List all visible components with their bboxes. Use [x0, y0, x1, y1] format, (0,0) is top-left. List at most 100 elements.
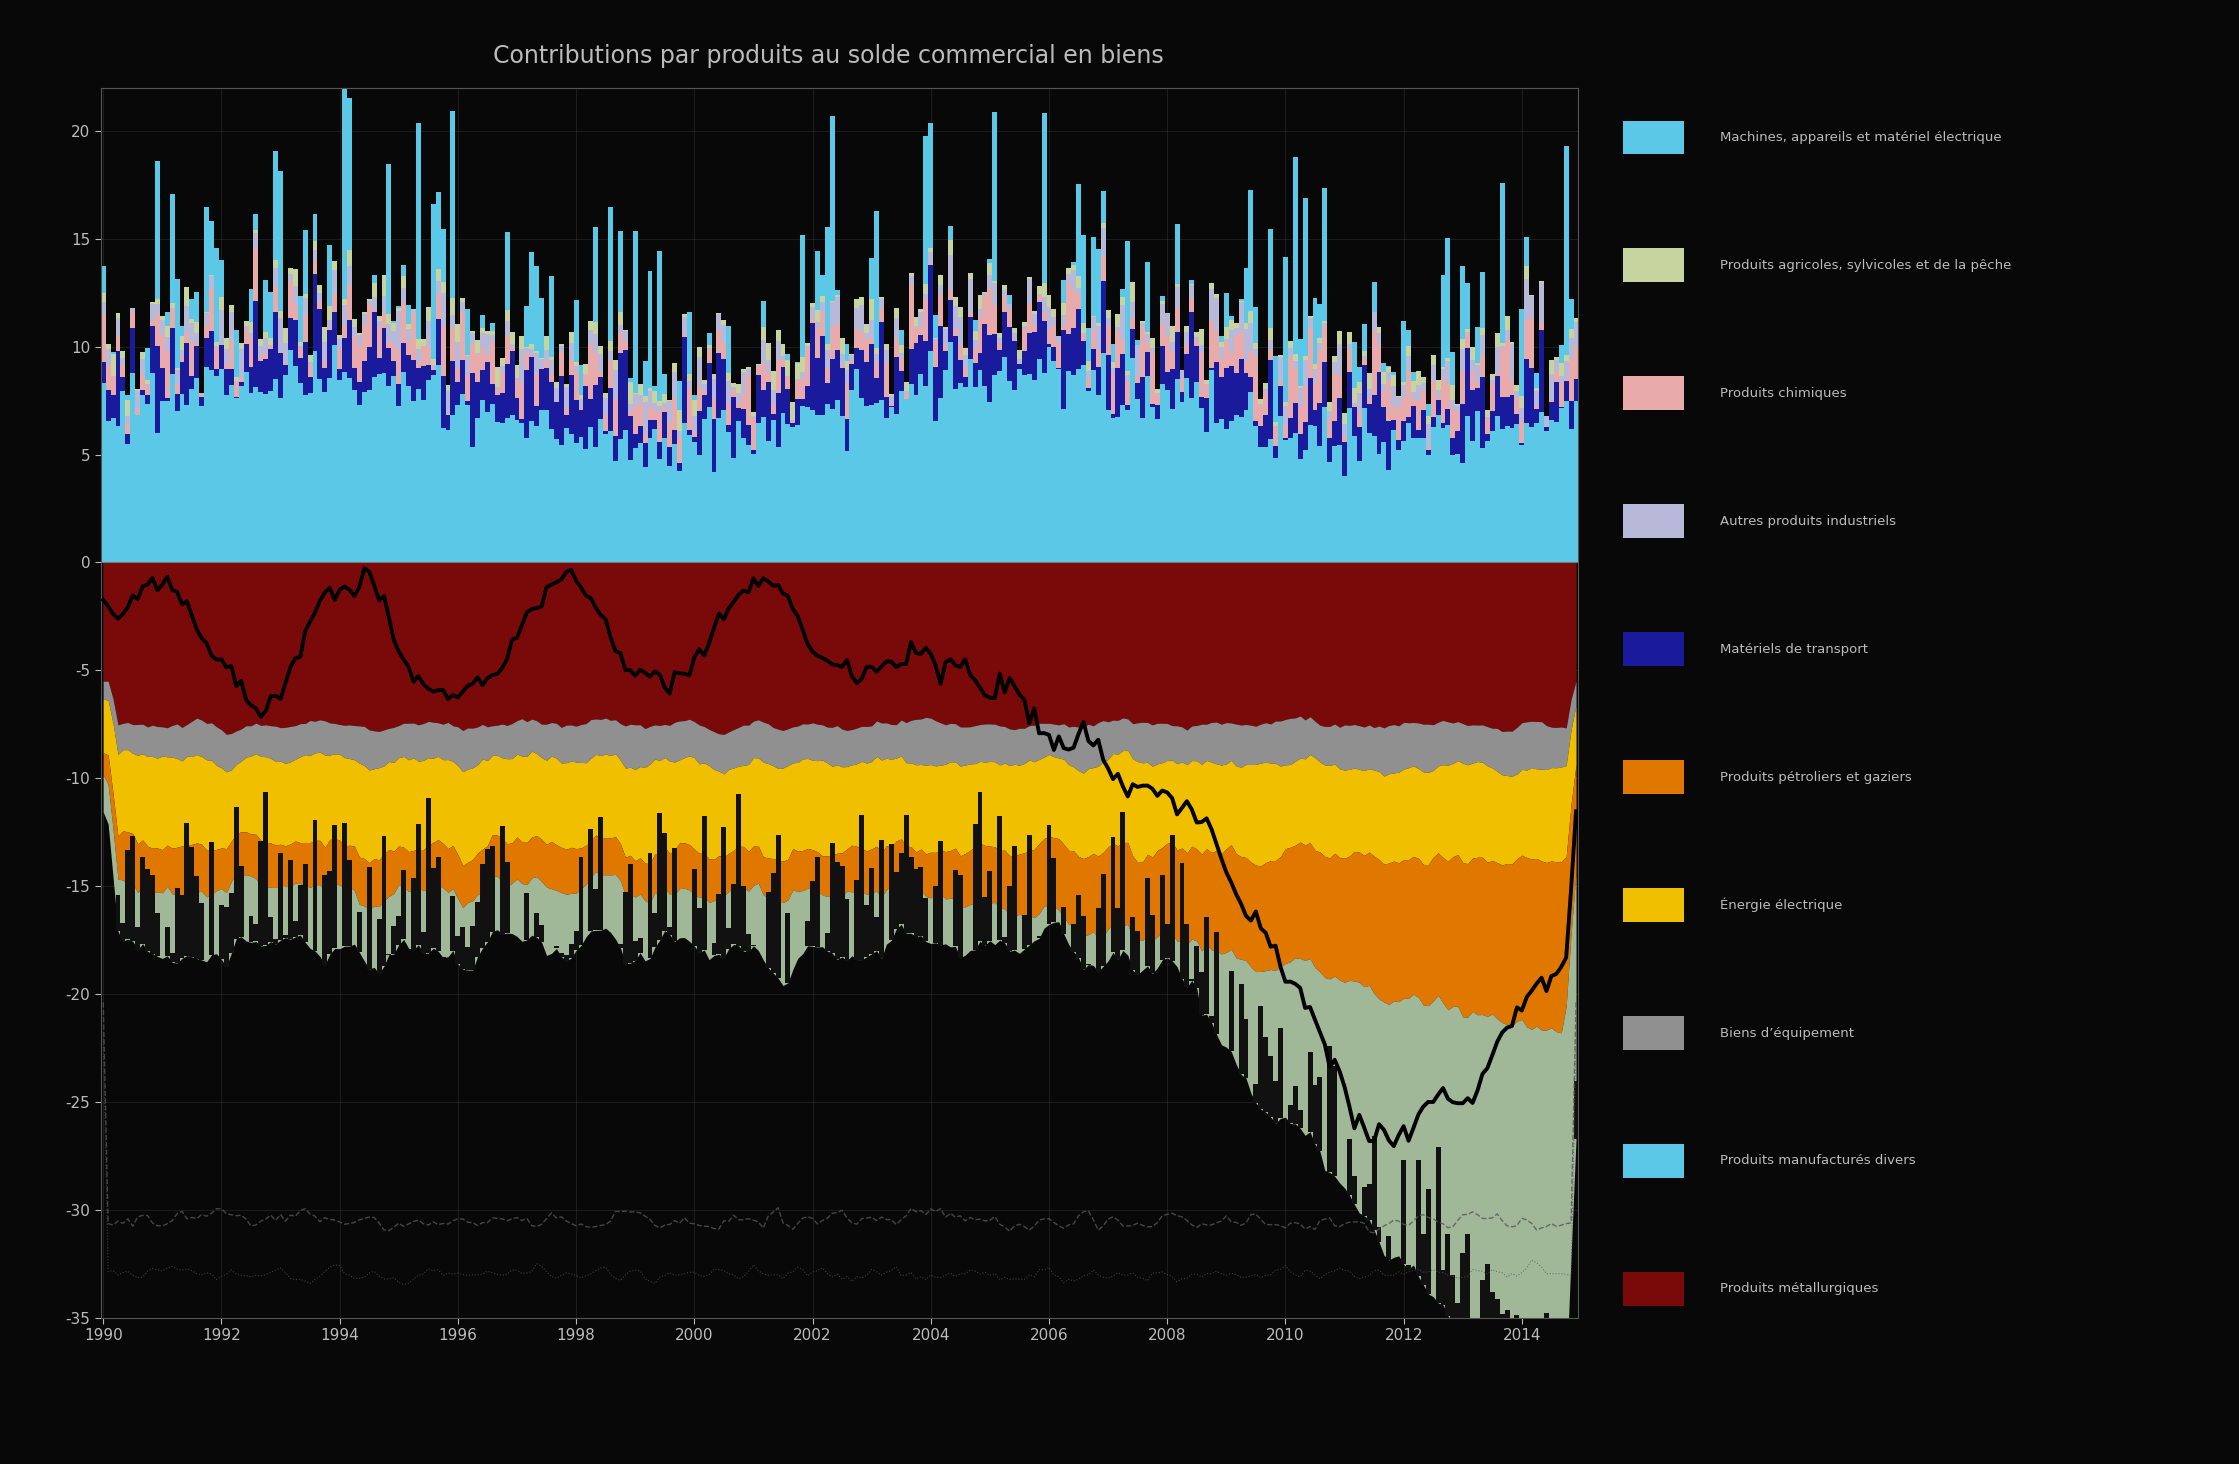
- Bar: [873, 378, 880, 404]
- Bar: [811, 881, 815, 946]
- Bar: [401, 265, 405, 275]
- Bar: [282, 344, 289, 365]
- Bar: [806, 921, 811, 946]
- Bar: [405, 386, 412, 562]
- Bar: [864, 406, 869, 562]
- Bar: [1352, 406, 1357, 407]
- Bar: [347, 859, 352, 946]
- Bar: [676, 430, 683, 438]
- Bar: [1323, 189, 1328, 321]
- Bar: [741, 369, 746, 372]
- Bar: [244, 326, 249, 331]
- Bar: [166, 401, 170, 562]
- Bar: [672, 848, 676, 941]
- Bar: [1090, 318, 1095, 329]
- Bar: [992, 283, 996, 305]
- Bar: [1175, 224, 1180, 284]
- Bar: [208, 288, 215, 331]
- Bar: [1480, 448, 1484, 562]
- Bar: [352, 335, 356, 367]
- Bar: [1397, 407, 1402, 441]
- Bar: [1028, 332, 1032, 375]
- Bar: [1558, 363, 1563, 376]
- Bar: [996, 338, 1003, 343]
- Bar: [741, 408, 746, 438]
- Bar: [1500, 346, 1505, 348]
- Bar: [1095, 325, 1102, 350]
- Bar: [450, 299, 455, 315]
- Bar: [367, 303, 372, 347]
- Bar: [1180, 379, 1184, 391]
- Bar: [746, 445, 750, 562]
- Bar: [1377, 344, 1381, 372]
- Bar: [1028, 834, 1032, 944]
- Bar: [215, 369, 219, 376]
- Bar: [938, 275, 943, 284]
- Bar: [190, 299, 195, 319]
- Bar: [1446, 237, 1451, 357]
- Bar: [1052, 309, 1057, 316]
- Bar: [461, 394, 466, 562]
- Bar: [687, 381, 692, 389]
- Bar: [170, 193, 175, 303]
- Bar: [1422, 391, 1426, 410]
- Bar: [1352, 403, 1357, 406]
- Bar: [1278, 385, 1283, 416]
- Bar: [1225, 293, 1229, 328]
- Bar: [401, 303, 405, 343]
- Bar: [1381, 391, 1386, 407]
- Bar: [257, 392, 264, 562]
- Bar: [746, 425, 750, 445]
- Bar: [1151, 338, 1155, 348]
- Bar: [1283, 256, 1287, 403]
- Bar: [170, 373, 175, 562]
- Bar: [302, 864, 307, 943]
- Bar: [528, 350, 535, 356]
- Bar: [692, 395, 696, 400]
- Bar: [781, 344, 786, 356]
- Bar: [396, 348, 401, 384]
- Bar: [141, 360, 146, 373]
- Bar: [499, 372, 504, 392]
- Bar: [405, 329, 412, 341]
- Bar: [1422, 376, 1426, 384]
- Bar: [701, 419, 708, 562]
- Bar: [708, 348, 712, 350]
- Bar: [716, 895, 721, 955]
- Bar: [466, 375, 470, 401]
- Bar: [1135, 376, 1140, 384]
- Bar: [672, 363, 676, 372]
- Bar: [154, 161, 159, 299]
- Bar: [1545, 426, 1549, 432]
- Bar: [573, 442, 578, 562]
- Bar: [1317, 338, 1323, 343]
- Bar: [1471, 441, 1476, 562]
- Bar: [519, 423, 524, 562]
- Bar: [1046, 329, 1052, 344]
- Bar: [1081, 334, 1086, 341]
- Bar: [963, 366, 967, 378]
- Bar: [1545, 432, 1549, 562]
- Bar: [1214, 299, 1218, 332]
- Bar: [1520, 1386, 1525, 1410]
- Bar: [1460, 404, 1464, 463]
- Bar: [819, 312, 824, 337]
- Bar: [905, 382, 909, 391]
- Bar: [602, 430, 609, 433]
- Bar: [1426, 449, 1431, 455]
- Bar: [790, 423, 795, 427]
- Bar: [1484, 417, 1489, 433]
- Bar: [746, 934, 750, 952]
- Bar: [909, 274, 914, 275]
- Bar: [958, 384, 963, 562]
- Bar: [914, 343, 918, 395]
- Bar: [1361, 357, 1366, 359]
- Bar: [647, 271, 652, 388]
- Bar: [1017, 350, 1021, 359]
- Bar: [627, 416, 634, 460]
- Bar: [1317, 350, 1323, 404]
- Bar: [584, 375, 589, 386]
- Bar: [1317, 1078, 1323, 1151]
- Bar: [770, 370, 775, 391]
- Bar: [347, 266, 352, 285]
